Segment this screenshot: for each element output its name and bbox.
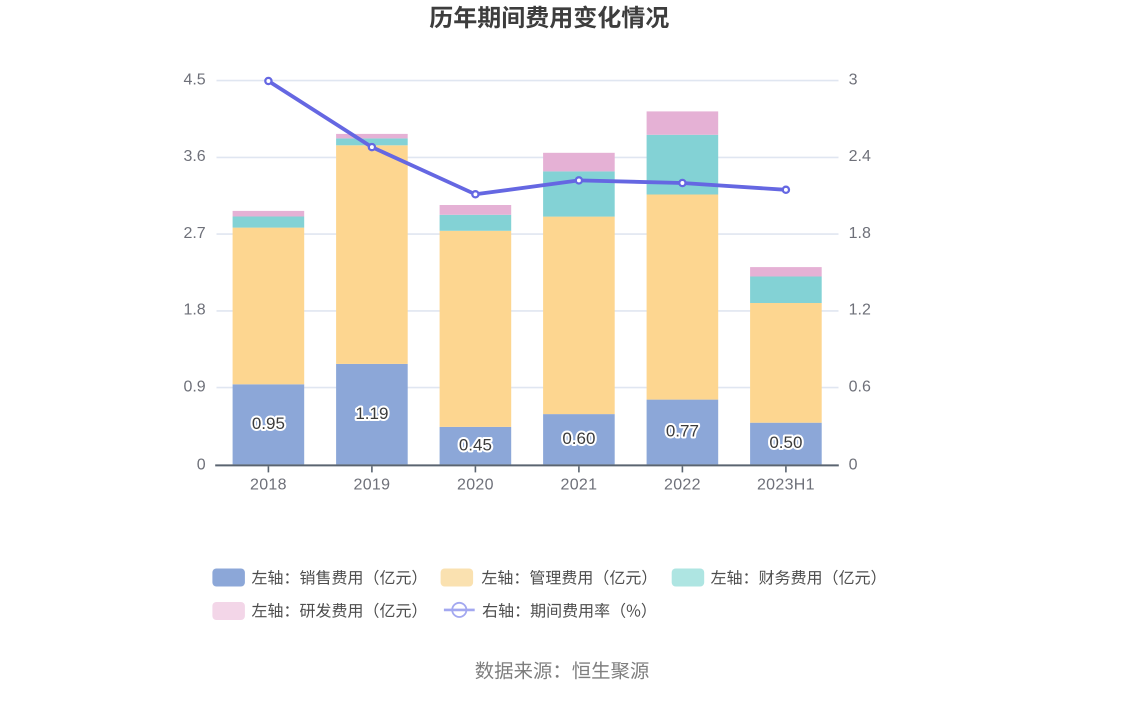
svg-text:0.9: 0.9 — [183, 378, 205, 395]
svg-text:0.6: 0.6 — [849, 378, 871, 395]
svg-text:0: 0 — [197, 456, 206, 473]
svg-text:1.8: 1.8 — [183, 302, 205, 319]
svg-text:0.45: 0.45 — [459, 435, 492, 454]
svg-text:2.4: 2.4 — [849, 148, 871, 165]
svg-text:0.95: 0.95 — [252, 414, 285, 433]
svg-text:0: 0 — [849, 456, 858, 473]
svg-text:1.8: 1.8 — [849, 225, 871, 242]
svg-text:2020: 2020 — [457, 476, 494, 493]
svg-text:0.77: 0.77 — [666, 422, 699, 441]
svg-text:2.7: 2.7 — [183, 225, 205, 242]
svg-text:4.5: 4.5 — [183, 71, 205, 88]
svg-text:3.6: 3.6 — [183, 148, 205, 165]
svg-text:2023H1: 2023H1 — [757, 476, 815, 493]
svg-text:1.19: 1.19 — [355, 404, 388, 423]
svg-text:0.60: 0.60 — [562, 429, 595, 448]
svg-text:2022: 2022 — [664, 476, 701, 493]
svg-text:3: 3 — [849, 71, 858, 88]
svg-text:1.2: 1.2 — [849, 302, 871, 319]
svg-text:2019: 2019 — [354, 476, 391, 493]
svg-text:0.50: 0.50 — [769, 433, 802, 452]
svg-text:2018: 2018 — [250, 476, 287, 493]
svg-text:2021: 2021 — [561, 476, 598, 493]
